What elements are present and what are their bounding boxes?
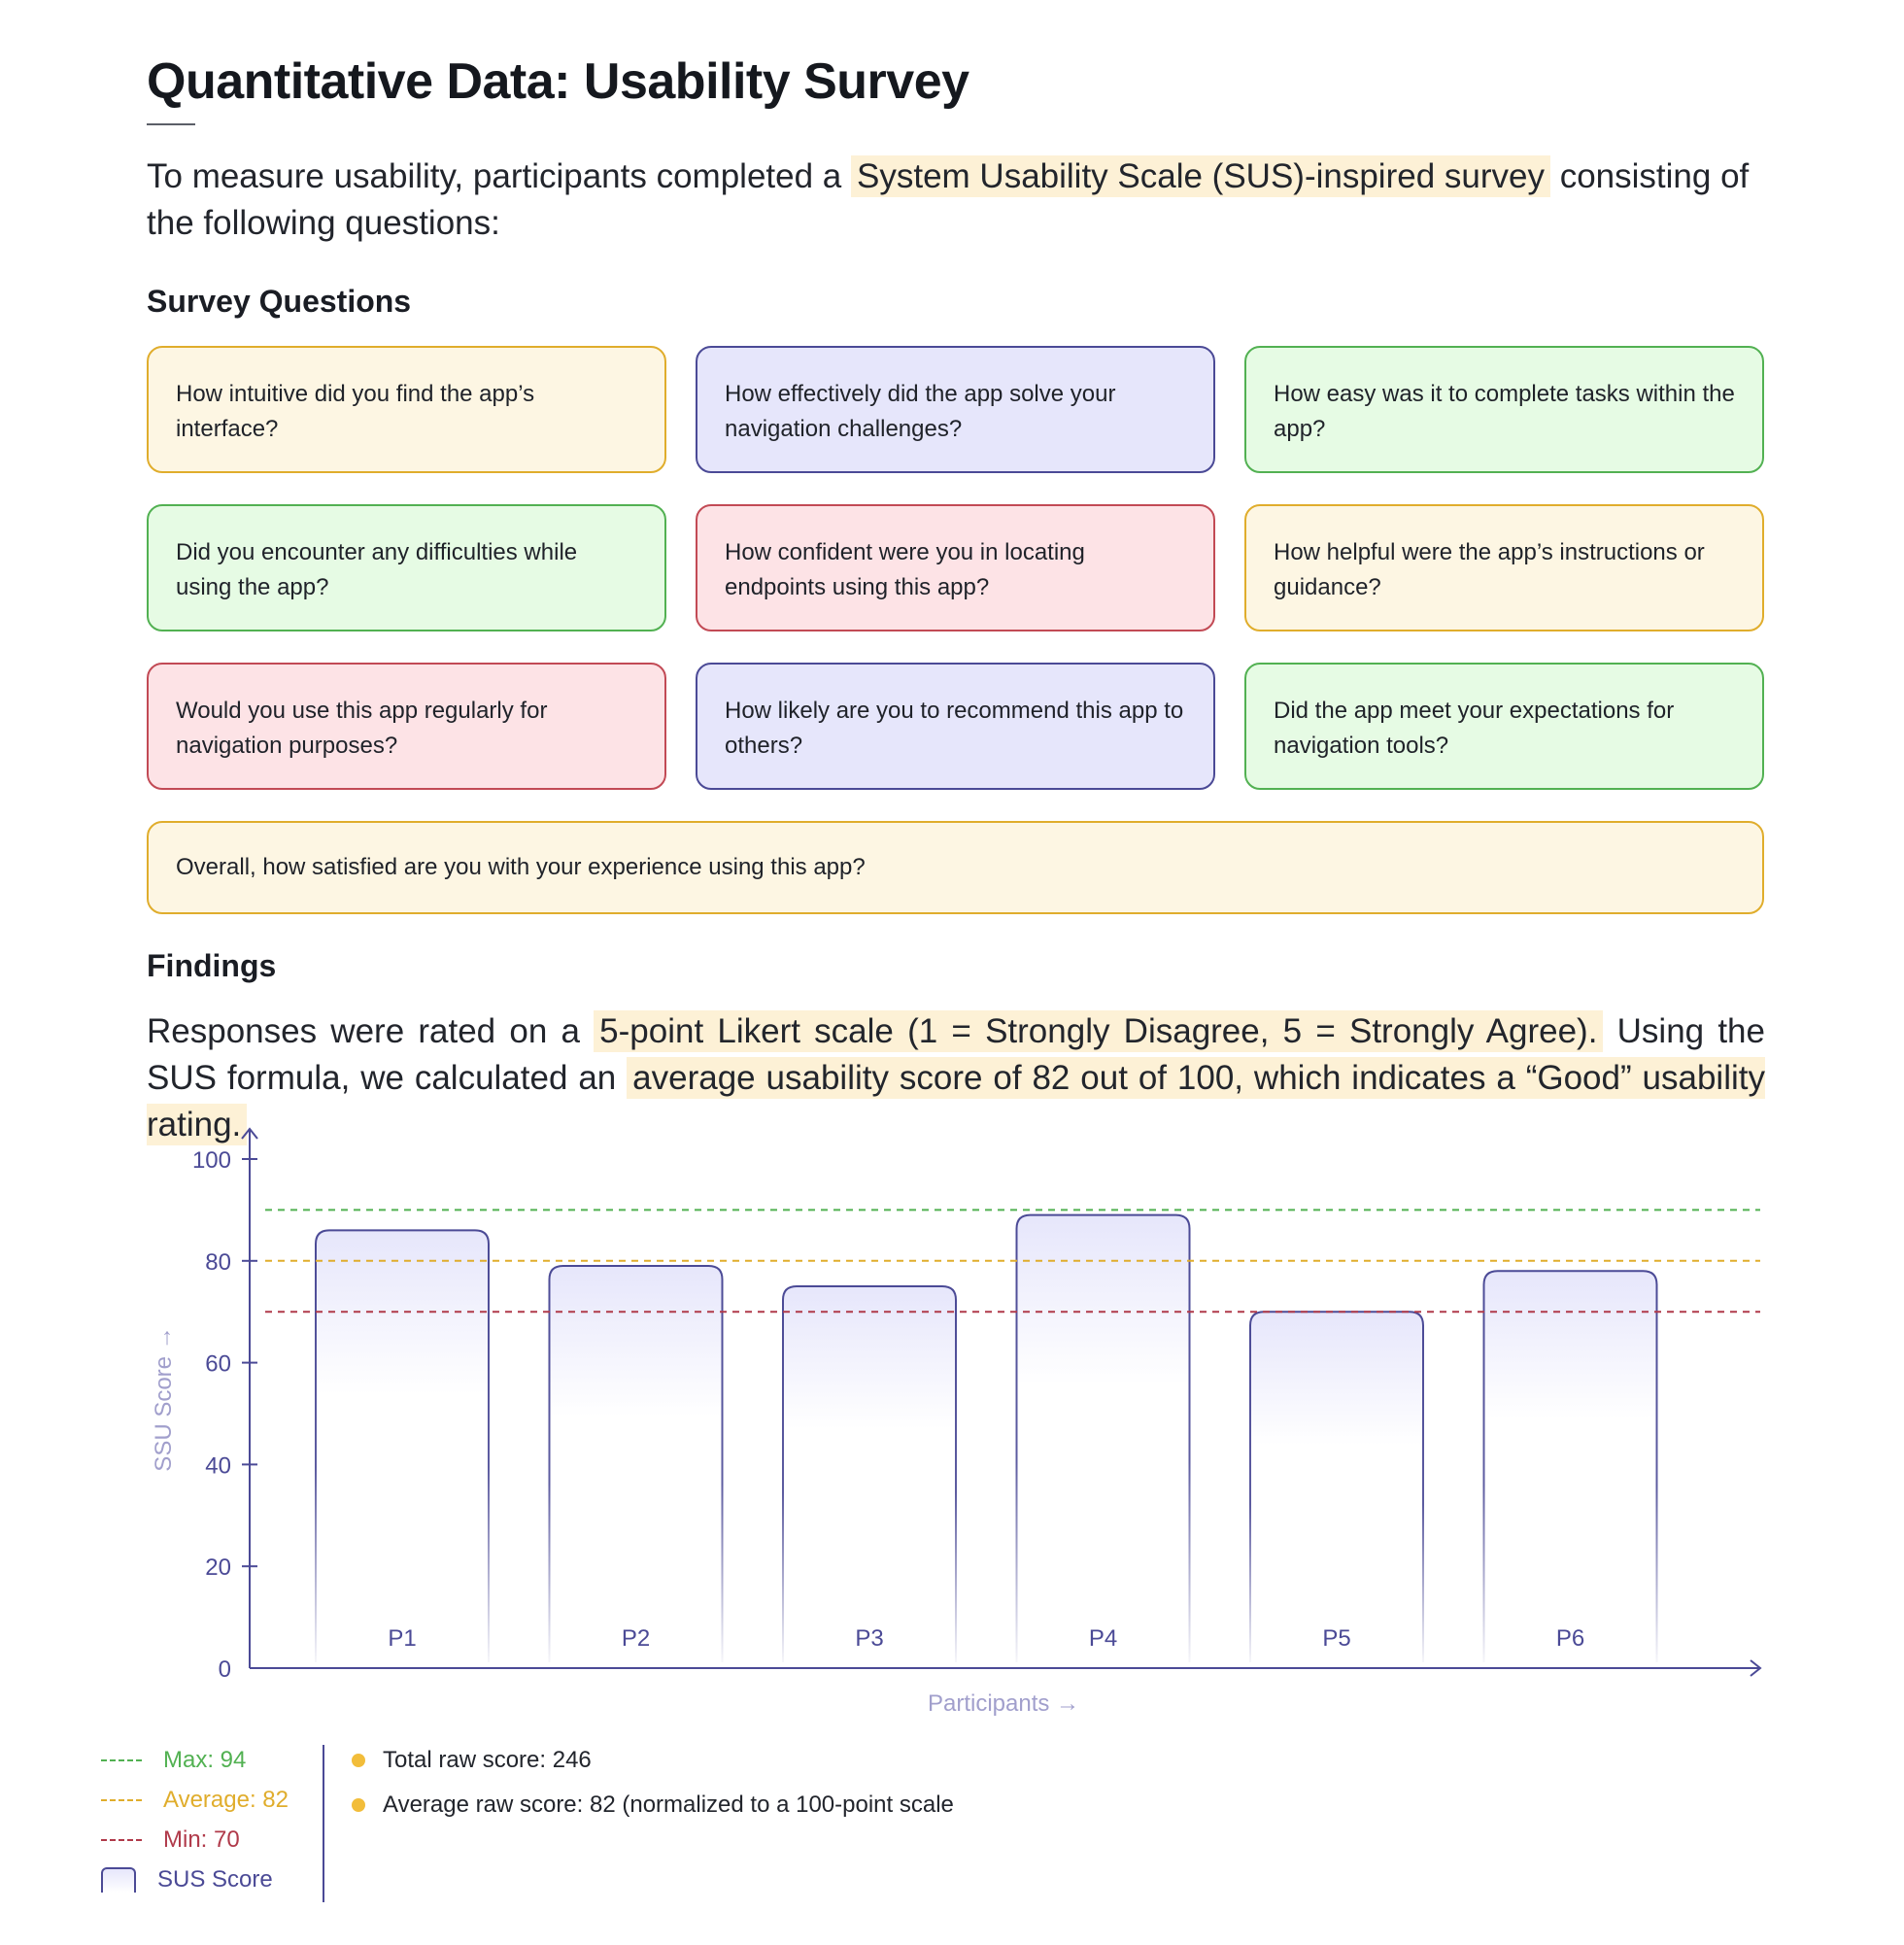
bar-p3	[782, 1285, 957, 1662]
bullet-dot	[352, 1754, 365, 1767]
likert-highlight: 5-point Likert scale (1 = Strongly Disag…	[594, 1010, 1604, 1052]
bar-label-p4: P4	[1089, 1625, 1117, 1652]
findings-paragraph: Responses were rated on a 5-point Likert…	[147, 1008, 1765, 1148]
y-tick-label-40: 40	[205, 1452, 231, 1479]
survey-question-card: How likely are you to recommend this app…	[696, 663, 1215, 790]
legend-divider	[323, 1745, 324, 1902]
survey-question-card: Did the app meet your expectations for n…	[1244, 663, 1764, 790]
y-axis-title: SSU Score →	[151, 1326, 177, 1471]
legend-sus-score: SUS Score	[101, 1864, 273, 1895]
y-axis-arrow	[241, 1127, 258, 1140]
bullet-dot	[352, 1798, 365, 1812]
note-total-raw: Total raw score: 246	[352, 1745, 592, 1776]
survey-question-card: How confident were you in locating endpo…	[696, 504, 1215, 631]
legend-average: Average: 82	[101, 1785, 289, 1816]
note-total-raw-text: Total raw score: 246	[383, 1747, 592, 1773]
survey-questions-heading: Survey Questions	[147, 284, 412, 319]
survey-question-card: Would you use this app regularly for nav…	[147, 663, 666, 790]
y-tick-label-20: 20	[205, 1554, 231, 1581]
x-axis-title: Participants →	[928, 1690, 1079, 1717]
bar-label-p3: P3	[855, 1625, 883, 1652]
y-tick-label-60: 60	[205, 1351, 231, 1378]
bar-p5	[1249, 1311, 1424, 1662]
y-tick-label-100: 100	[192, 1147, 231, 1174]
bar-p1	[315, 1229, 490, 1662]
intro-paragraph: To measure usability, participants compl…	[147, 154, 1765, 247]
title-underline	[147, 123, 195, 125]
legend-average-label: Average: 82	[163, 1787, 289, 1813]
intro-highlight: System Usability Scale (SUS)-inspired su…	[851, 155, 1550, 197]
legend-bar-swatch	[101, 1867, 136, 1893]
page-title: Quantitative Data: Usability Survey	[147, 53, 969, 110]
legend-min-swatch	[101, 1839, 142, 1841]
survey-question-card: How helpful were the app’s instructions …	[1244, 504, 1764, 631]
survey-question-card: How easy was it to complete tasks within…	[1244, 346, 1764, 473]
intro-text-before: To measure usability, participants compl…	[147, 157, 851, 195]
survey-question-card: How intuitive did you find the app’s int…	[147, 346, 666, 473]
bar-p4	[1015, 1213, 1191, 1662]
bar-label-p1: P1	[388, 1625, 416, 1652]
survey-question-card: Did you encounter any difficulties while…	[147, 504, 666, 631]
intro-text-after: consisting of the following questions:	[147, 157, 1750, 242]
legend-average-swatch	[101, 1799, 142, 1801]
bar-label-p2: P2	[622, 1625, 650, 1652]
bar-p6	[1482, 1270, 1658, 1662]
note-average-raw: Average raw score: 82 (normalized to a 1…	[352, 1790, 954, 1821]
bar-p2	[548, 1265, 724, 1662]
bar-label-p6: P6	[1556, 1625, 1584, 1652]
y-tick-label-0: 0	[219, 1656, 231, 1683]
survey-question-grid: How intuitive did you find the app’s int…	[147, 346, 1765, 914]
findings-text-1: Responses were rated on a	[147, 1012, 595, 1050]
legend-min: Min: 70	[101, 1825, 240, 1856]
x-axis-arrow	[1750, 1659, 1762, 1677]
findings-heading: Findings	[147, 948, 277, 983]
legend-max-swatch	[101, 1759, 142, 1761]
bar-label-p5: P5	[1322, 1625, 1350, 1652]
note-average-raw-text: Average raw score: 82 (normalized to a 1…	[383, 1791, 954, 1818]
y-tick-label-80: 80	[205, 1249, 231, 1276]
sus-bar-chart: P1 P2 P3 P4 P5 P6 0 20 40 60 80 100 Participants → SS…	[151, 1127, 1762, 1717]
legend-max: Max: 94	[101, 1745, 246, 1776]
legend-sus-label: SUS Score	[157, 1866, 273, 1893]
survey-question-card: Overall, how satisfied are you with your…	[147, 821, 1764, 914]
survey-question-card: How effectively did the app solve your n…	[696, 346, 1215, 473]
legend-max-label: Max: 94	[163, 1747, 247, 1773]
findings-text-2: Using the SUS formula, we calculated an	[147, 1012, 1765, 1097]
legend-min-label: Min: 70	[163, 1826, 240, 1853]
